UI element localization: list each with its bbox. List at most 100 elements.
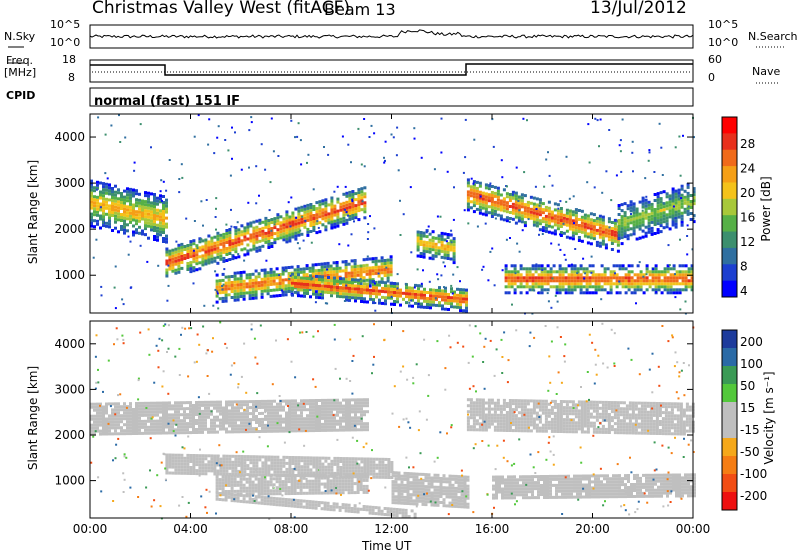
power-cell-1 <box>363 192 367 196</box>
velocity-cell-0 <box>174 428 177 432</box>
power-scatter-point <box>545 158 548 161</box>
velocity-cell-0 <box>345 422 348 426</box>
power-cell-2 <box>269 270 273 274</box>
velocity-cell-0 <box>231 409 234 413</box>
velocity-cell-2 <box>221 475 225 479</box>
power-cell-1 <box>330 196 334 200</box>
velocity-cell-0 <box>219 421 222 425</box>
power-cell-5 <box>577 209 581 212</box>
power-cell-1 <box>216 249 220 253</box>
velocity-cell-0 <box>177 416 180 420</box>
velocity-cell-2 <box>296 479 300 483</box>
power-cell-3 <box>432 288 435 292</box>
power-cell-6 <box>632 202 636 206</box>
velocity-cell-0 <box>351 410 354 414</box>
power-cell-5 <box>523 203 527 207</box>
velocity-cell-0 <box>291 408 294 412</box>
power-cell-7 <box>567 285 571 289</box>
power-cell-1 <box>255 249 259 253</box>
power-cell-7 <box>537 276 541 280</box>
power-scatter-point <box>615 174 618 177</box>
power-cell-3 <box>369 288 372 292</box>
velocity-cell-0 <box>234 421 237 425</box>
velocity-cell-0 <box>114 405 117 409</box>
power-cell-5 <box>496 195 500 199</box>
velocity-cell-0 <box>258 430 261 433</box>
velocity-cell-1 <box>378 469 382 473</box>
velocity-cell-0 <box>258 406 261 409</box>
power-cell-6 <box>683 201 687 205</box>
power-cell-1 <box>270 227 274 230</box>
velocity-cell-1 <box>357 469 361 473</box>
power-cell-7 <box>603 282 607 286</box>
power-cell-0 <box>105 191 108 195</box>
power-cell-4 <box>425 241 429 245</box>
power-cell-1 <box>303 207 307 211</box>
velocity-cell-0 <box>246 418 249 422</box>
power-scatter-point <box>347 143 350 146</box>
power-cell-2 <box>266 274 270 278</box>
velocity-cell-1 <box>222 466 226 470</box>
power-cell-3 <box>447 299 450 302</box>
power-cell-2 <box>383 262 387 265</box>
power-scatter-point <box>489 250 492 253</box>
velocity-cell-2 <box>359 479 363 482</box>
velocity-cell-0 <box>246 409 249 413</box>
power-scatter-point <box>243 259 246 262</box>
power-cell-2 <box>335 264 339 267</box>
power-cell-3 <box>360 291 363 294</box>
power-cell-2 <box>287 290 291 293</box>
velocity-cell-2 <box>281 486 285 490</box>
power-cell-7 <box>678 264 682 268</box>
velocity-cell-0 <box>303 399 306 403</box>
velocity-cell-2 <box>308 482 312 486</box>
power-cell-7 <box>597 273 601 277</box>
velocity-cell-0 <box>249 418 252 422</box>
power-cell-4 <box>431 236 435 240</box>
power-cell-7 <box>666 270 670 274</box>
power-cell-6 <box>644 210 648 214</box>
velocity-cell-2 <box>269 480 273 484</box>
power-cell-5 <box>535 203 539 207</box>
power-cell-5 <box>601 239 605 243</box>
velocity-cell-0 <box>288 402 291 406</box>
power-cell-5 <box>490 215 494 218</box>
power-cell-5 <box>610 227 614 230</box>
power-cell-7 <box>633 285 637 289</box>
velocity-cell-0 <box>282 420 285 424</box>
power-cell-7 <box>684 264 688 268</box>
power-cell-7 <box>639 285 643 289</box>
velocity-cell-1 <box>279 467 283 471</box>
power-cell-0 <box>108 216 111 220</box>
power-cell-4 <box>416 236 420 240</box>
velocity-cell-1 <box>219 466 223 470</box>
velocity-cell-0 <box>222 427 225 431</box>
velocity-cell-2 <box>290 486 294 489</box>
cpid-mode-text: normal (fast) 151 IF <box>94 94 241 109</box>
power-scatter-point <box>402 213 405 216</box>
power-cell-1 <box>318 203 322 207</box>
velocity-cell-0 <box>234 418 237 422</box>
power-cell-2 <box>260 280 264 284</box>
velocity-cell-1 <box>390 464 394 467</box>
power-cell-1 <box>252 247 256 251</box>
power-cell-6 <box>650 217 654 221</box>
power-cell-7 <box>651 270 655 274</box>
power-cell-0 <box>132 212 135 216</box>
velocity-cell-0 <box>195 419 198 422</box>
velocity-cell-0 <box>291 423 294 427</box>
velocity-cell-1 <box>342 460 346 464</box>
power-scatter-point <box>481 268 484 271</box>
power-cell-5 <box>487 205 491 209</box>
power-cell-1 <box>276 237 280 241</box>
power-cell-1 <box>327 218 331 222</box>
power-cell-1 <box>360 190 364 194</box>
power-cell-7 <box>630 264 634 268</box>
power-cell-5 <box>478 196 482 200</box>
power-scatter-point <box>229 174 232 177</box>
velocity-cell-2 <box>332 491 336 495</box>
power-cell-1 <box>165 262 169 266</box>
power-cell-1 <box>312 229 316 232</box>
power-cell-7 <box>654 285 658 289</box>
power-cell-7 <box>666 267 670 271</box>
